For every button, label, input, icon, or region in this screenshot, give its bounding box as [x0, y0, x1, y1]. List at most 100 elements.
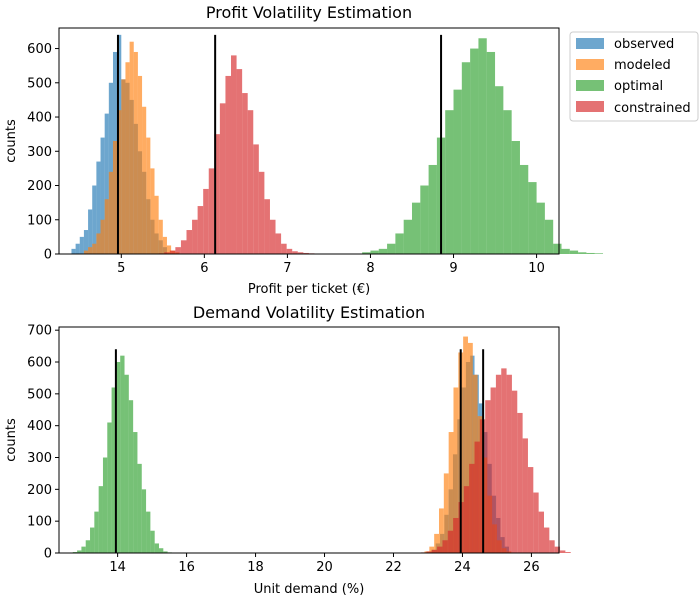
histogram-bar-constrained [264, 199, 270, 254]
histogram-bar-modeled [429, 546, 435, 553]
y-tick-label: 300 [27, 145, 52, 160]
x-tick-label: 16 [178, 560, 195, 575]
histogram-bar-constrained [297, 252, 304, 254]
histogram-bar-optimal [586, 252, 595, 254]
histogram-bar-observed [108, 82, 113, 254]
histogram-bar-optimal [519, 164, 529, 254]
histogram-bar-modeled [133, 51, 138, 254]
histogram-bar-modeled [439, 508, 444, 553]
histogram-bar-constrained [442, 540, 448, 553]
histogram-bar-constrained [560, 550, 566, 553]
histogram-bar-optimal [90, 527, 95, 553]
histogram-bar-constrained [517, 412, 523, 553]
histogram-bar-optimal [528, 182, 537, 254]
histogram-bar-observed [88, 209, 93, 254]
histogram-bar-constrained [544, 527, 550, 553]
histogram-bar-optimal [107, 422, 112, 553]
x-tick-label: 7 [283, 261, 291, 276]
y-tick-label: 700 [27, 324, 52, 339]
histogram-bar-observed [104, 113, 109, 254]
histogram-bar-observed [71, 248, 76, 254]
histogram-bar-optimal [362, 252, 371, 254]
histogram-bar-optimal [378, 248, 388, 254]
histogram-bar-constrained [431, 549, 438, 553]
histogram-bar-modeled [96, 233, 101, 254]
x-axis-label: Unit demand (%) [254, 582, 365, 597]
histogram-bar-modeled [125, 62, 130, 254]
y-tick-label: 300 [27, 451, 52, 466]
legend-swatch [576, 59, 604, 70]
histogram-bar-modeled [162, 236, 167, 254]
histogram-bar-constrained [303, 252, 309, 254]
x-tick-label: 24 [454, 560, 471, 575]
histogram-bar-modeled [453, 387, 459, 553]
y-tick-label: 200 [27, 179, 52, 194]
legend-label: modeled [614, 58, 671, 73]
y-tick-label: 200 [27, 483, 52, 498]
histogram-bar-constrained [533, 492, 539, 553]
histogram-bar-modeled [448, 432, 454, 553]
x-tick-label: 22 [385, 560, 402, 575]
histogram-bar-constrained [231, 55, 237, 254]
histogram-bar-optimal [94, 511, 99, 553]
x-axis-label: Profit per ticket (€) [248, 282, 370, 297]
histogram-bar-constrained [169, 250, 176, 254]
histogram-bar-modeled [112, 141, 118, 254]
histogram-bar-modeled [467, 342, 473, 553]
histogram-bar-modeled [154, 195, 159, 254]
histogram-bar-optimal [495, 86, 504, 255]
legend: observed modeled optimal constrained [569, 31, 699, 122]
x-tick-label: 5 [117, 261, 125, 276]
plot-frame [58, 326, 560, 554]
histogram-bar-modeled [146, 137, 151, 254]
histogram-bar-optimal [120, 355, 125, 553]
histogram-bar-constrained [203, 188, 209, 254]
histogram-bar-optimal [124, 374, 129, 553]
histogram-bar-observed [79, 236, 84, 254]
histogram-bars [72, 336, 571, 553]
histogram-bar-constrained [522, 438, 528, 553]
histogram-bar-modeled [121, 79, 126, 254]
histogram-bar-constrained [208, 168, 215, 254]
chart-title: Profit Volatility Estimation [206, 3, 412, 22]
histogram-bar-optimal [102, 457, 108, 553]
histogram-bar-modeled [104, 199, 109, 254]
histogram-bar-optimal [141, 489, 147, 553]
y-tick-label: 0 [44, 248, 52, 263]
y-tick-label: 500 [27, 76, 52, 91]
histogram-bar-modeled [166, 245, 172, 254]
legend-item-observed: observed [576, 37, 674, 52]
histogram-bar-constrained [175, 247, 181, 254]
histogram-bar-modeled [158, 219, 163, 254]
histogram-bar-optimal [511, 141, 520, 254]
y-tick-label: 100 [27, 213, 52, 228]
histogram-bar-optimal [403, 219, 412, 254]
histogram-bar-observed [96, 161, 101, 254]
histogram-bar-constrained [292, 251, 298, 254]
histogram-bar-optimal [81, 546, 86, 553]
histogram-bar-constrained [281, 243, 287, 254]
legend-swatch [576, 38, 604, 49]
histogram-bar-constrained [511, 390, 518, 553]
histogram-bar-optimal [553, 243, 562, 254]
x-tick-label: 10 [528, 261, 545, 276]
histogram-bar-constrained [214, 134, 220, 254]
histogram-bar-constrained [286, 248, 293, 254]
histogram-bar-optimal [470, 48, 479, 254]
histogram-bar-modeled [92, 243, 97, 254]
histogram-bar-constrained [495, 374, 502, 553]
x-tick-label: 14 [109, 560, 126, 575]
histogram-bar-constrained [192, 219, 198, 254]
histogram-bar-optimal [503, 110, 512, 255]
histogram-bar-optimal [115, 362, 121, 553]
histogram-bar-optimal [594, 253, 604, 254]
histogram-bar-constrained [236, 69, 243, 254]
x-tick-label: 6 [200, 261, 208, 276]
histogram-bar-optimal [544, 219, 554, 254]
y-tick-label: 400 [27, 111, 52, 126]
mean-markers [116, 34, 443, 254]
histogram-bar-constrained [437, 546, 443, 553]
histogram-bar-optimal [569, 250, 579, 254]
histogram-bar-optimal [154, 543, 159, 553]
